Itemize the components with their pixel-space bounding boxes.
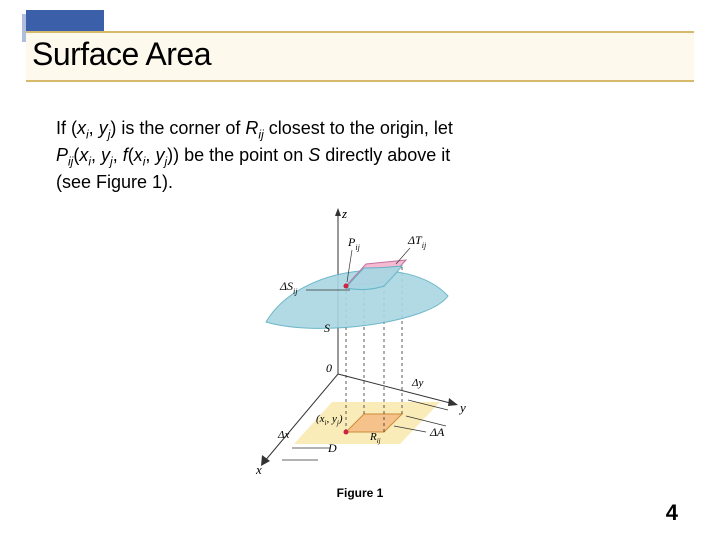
figure-caption: Figure 1: [0, 486, 720, 500]
axis-x-label: x: [255, 462, 262, 477]
label-dy: Δy: [411, 377, 423, 389]
label-Pij: Pij: [347, 235, 361, 252]
label-dSij: ΔSij: [279, 279, 298, 296]
page-title: Surface Area: [32, 36, 211, 73]
label-S: S: [324, 321, 330, 335]
label-xiyj: (xi, yj): [316, 413, 343, 427]
label-dx: Δx: [277, 429, 289, 441]
label-dA: ΔA: [429, 425, 445, 439]
figure-svg: z y x 0 Pij ΔTij ΔSij S Δy Δx (xi, yj) D…: [210, 204, 510, 484]
label-D: D: [327, 441, 337, 455]
axis-z-label: z: [341, 206, 347, 221]
title-rule-bottom: [26, 80, 694, 82]
label-dTij: ΔTij: [407, 233, 427, 250]
figure-1: z y x 0 Pij ΔTij ΔSij S Δy Δx (xi, yj) D…: [0, 204, 720, 489]
body-paragraph: If (xi, yj) is the corner of Rij closest…: [56, 116, 656, 194]
axis-y-label: y: [458, 400, 466, 415]
page-number: 4: [666, 500, 678, 526]
title-rule-top: [26, 31, 694, 33]
origin-label: 0: [326, 361, 332, 375]
